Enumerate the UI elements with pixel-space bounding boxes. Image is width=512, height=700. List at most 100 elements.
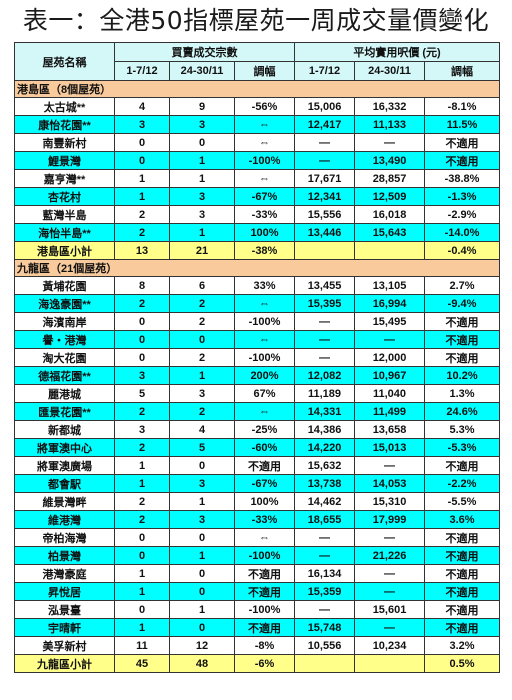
volume-change-cell: ⇔ xyxy=(233,402,296,421)
volume-period-b-cell: 5 xyxy=(169,438,235,457)
price-change-cell: -38.8% xyxy=(424,169,501,188)
volume-change-cell: -33% xyxy=(233,205,296,224)
price-change-cell: 2.7% xyxy=(424,276,501,295)
estate-name-cell: 九龍區小計 xyxy=(14,654,115,673)
volume-period-a-cell: 1 xyxy=(114,474,170,493)
estate-name-cell: 美孚新村 xyxy=(14,636,115,655)
price-period-b-cell: — xyxy=(354,133,426,152)
volume-period-b-cell: 1 xyxy=(169,223,235,242)
estate-name-cell: 杏花村 xyxy=(14,187,115,206)
price-period-b-cell: 28,857 xyxy=(354,169,426,188)
price-group-header: 平均實用呎價 (元) xyxy=(294,42,501,62)
price-period-a-cell: 17,671 xyxy=(294,169,356,188)
estate-name-cell: 鯉景灣 xyxy=(14,151,115,170)
volume-change-cell: 100% xyxy=(233,223,296,242)
volume-change-cell: -67% xyxy=(233,187,296,206)
estate-name-cell: 德福花園** xyxy=(14,366,115,385)
price-period-b-cell: 14,053 xyxy=(354,474,426,493)
volume-period-b-cell: 6 xyxy=(169,276,235,295)
volume-change-cell: -25% xyxy=(233,420,296,439)
price-period-a-cell: 15,359 xyxy=(294,582,356,601)
volume-period-b-cell: 1 xyxy=(169,600,235,619)
volume-change-cell: 67% xyxy=(233,384,296,403)
table-row: 海怡半島** 2 1 100% 13,446 15,643 -14.0% xyxy=(14,223,501,242)
price-change-cell: 不適用 xyxy=(424,600,501,619)
price-period-b-cell: 10,234 xyxy=(354,636,426,655)
section-header-row: 九龍區（21個屋苑） xyxy=(13,259,501,277)
volume-period-b-cell: 2 xyxy=(169,348,235,367)
section-label: 港島區（8個屋苑） xyxy=(13,80,501,98)
volume-change-cell: -6% xyxy=(233,654,296,673)
price-period-a-header: 1-7/12 xyxy=(294,61,356,81)
volume-change-cell: -33% xyxy=(233,510,296,529)
price-period-a-cell: 12,082 xyxy=(294,366,356,385)
price-change-cell: 不適用 xyxy=(424,546,501,565)
price-period-a-cell xyxy=(294,241,356,260)
price-period-b-cell: 17,999 xyxy=(354,510,426,529)
price-change-cell: 不適用 xyxy=(424,151,501,170)
price-change-cell: -2.2% xyxy=(424,474,501,493)
price-period-b-cell: 15,013 xyxy=(354,438,426,457)
price-period-a-cell: 15,748 xyxy=(294,618,356,637)
volume-period-b-cell: 3 xyxy=(169,187,235,206)
volume-period-b-cell: 2 xyxy=(169,294,235,313)
price-change-cell: 不適用 xyxy=(424,133,501,152)
volume-change-header: 調幅 xyxy=(233,61,296,81)
price-period-a-cell: — xyxy=(294,600,356,619)
page-title: 表一：全港50指標屋苑一周成交量價變化 xyxy=(22,6,490,35)
table-row: 帝柏海灣 0 0 ⇔ — — 不適用 xyxy=(14,528,501,547)
table-row: 德福花園** 3 1 200% 12,082 10,967 10.2% xyxy=(14,366,501,385)
table-row: 黃埔花園 8 6 33% 13,455 13,105 2.7% xyxy=(14,276,501,295)
price-change-cell: -9.4% xyxy=(424,294,501,313)
volume-period-a-cell: 2 xyxy=(114,294,170,313)
price-change-cell: 1.3% xyxy=(424,384,501,403)
estate-name-cell: 匯景花園** xyxy=(14,402,115,421)
volume-period-a-cell: 0 xyxy=(114,312,170,331)
volume-period-a-cell: 8 xyxy=(114,276,170,295)
volume-period-a-cell: 2 xyxy=(114,492,170,511)
volume-period-b-cell: 3 xyxy=(169,474,235,493)
table-row: 美孚新村 11 12 -8% 10,556 10,234 3.2% xyxy=(14,636,501,655)
price-period-a-cell: — xyxy=(294,528,356,547)
price-period-b-cell: 11,040 xyxy=(354,384,426,403)
volume-change-cell: 200% xyxy=(233,366,296,385)
price-change-cell: 不適用 xyxy=(424,330,501,349)
table-row: 杏花村 1 3 -67% 12,341 12,509 -1.3% xyxy=(14,187,501,206)
price-change-cell: -5.5% xyxy=(424,492,501,511)
volume-period-a-cell: 1 xyxy=(114,169,170,188)
price-change-cell: 不適用 xyxy=(424,312,501,331)
volume-period-b-cell: 4 xyxy=(169,420,235,439)
volume-period-a-cell: 2 xyxy=(114,205,170,224)
section-header-row: 港島區（8個屋苑） xyxy=(13,80,501,98)
price-period-a-cell: — xyxy=(294,348,356,367)
volume-period-a-cell: 3 xyxy=(114,115,170,134)
volume-change-cell: 不適用 xyxy=(233,564,296,583)
volume-period-b-cell: 48 xyxy=(169,654,235,673)
price-period-a-cell: 15,632 xyxy=(294,456,356,475)
estate-name-cell: 港灣豪庭 xyxy=(14,564,115,583)
volume-period-b-cell: 2 xyxy=(169,312,235,331)
volume-period-b-header: 24-30/11 xyxy=(169,61,235,81)
volume-period-a-cell: 2 xyxy=(114,510,170,529)
volume-change-cell: ⇔ xyxy=(233,133,296,152)
price-period-b-cell: — xyxy=(354,528,426,547)
volume-period-a-cell: 0 xyxy=(114,600,170,619)
volume-period-b-cell: 0 xyxy=(169,618,235,637)
price-change-cell: -5.3% xyxy=(424,438,501,457)
volume-period-b-cell: 1 xyxy=(169,546,235,565)
price-period-a-cell: — xyxy=(294,330,356,349)
price-period-a-cell: 13,738 xyxy=(294,474,356,493)
price-change-header: 調幅 xyxy=(424,61,501,81)
table-row: 匯景花園** 2 2 ⇔ 14,331 11,499 24.6% xyxy=(14,402,501,421)
table-row: 維港灣 2 3 -33% 18,655 17,999 3.6% xyxy=(14,510,501,529)
estate-name-cell: 太古城** xyxy=(14,97,115,116)
volume-period-b-cell: 21 xyxy=(169,241,235,260)
price-change-cell: -0.4% xyxy=(424,241,501,260)
estate-name-cell: 新都城 xyxy=(14,420,115,439)
estate-name-cell: 藍灣半島 xyxy=(14,205,115,224)
price-change-cell: 不適用 xyxy=(424,456,501,475)
price-period-b-cell: 13,658 xyxy=(354,420,426,439)
price-period-a-cell: 14,462 xyxy=(294,492,356,511)
table-row: 維景灣畔 2 1 100% 14,462 15,310 -5.5% xyxy=(14,492,501,511)
price-period-b-cell: 11,499 xyxy=(354,402,426,421)
